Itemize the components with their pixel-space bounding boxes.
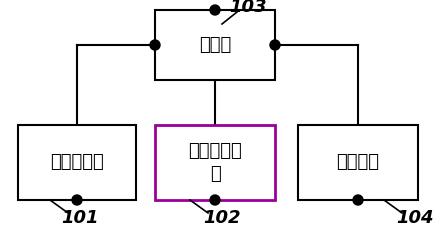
Circle shape <box>210 5 220 15</box>
Bar <box>155 125 275 200</box>
Text: 初始化单元: 初始化单元 <box>50 154 104 171</box>
Text: 102: 102 <box>203 209 241 227</box>
Circle shape <box>210 195 220 205</box>
Bar <box>155 10 275 80</box>
Text: 模式组: 模式组 <box>199 36 231 54</box>
Circle shape <box>150 40 160 50</box>
Text: 选择提示单
元: 选择提示单 元 <box>188 142 242 182</box>
Bar <box>298 125 418 200</box>
Text: 配置单元: 配置单元 <box>337 154 379 171</box>
Bar <box>18 125 136 200</box>
Circle shape <box>72 195 82 205</box>
Text: 104: 104 <box>396 209 434 227</box>
Circle shape <box>353 195 363 205</box>
Text: 103: 103 <box>229 0 267 16</box>
Circle shape <box>270 40 280 50</box>
Text: 101: 101 <box>61 209 99 227</box>
